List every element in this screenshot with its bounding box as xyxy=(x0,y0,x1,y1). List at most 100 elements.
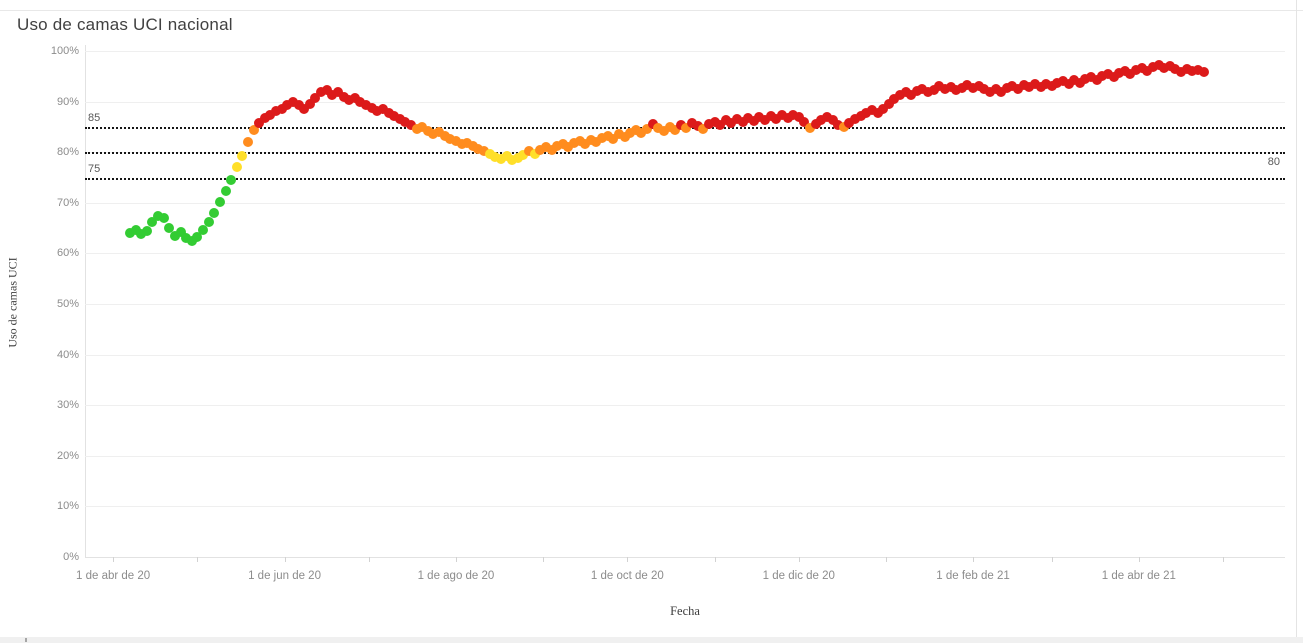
data-point[interactable] xyxy=(203,217,214,228)
data-point[interactable] xyxy=(855,110,866,121)
data-point[interactable] xyxy=(1125,68,1136,79)
data-point[interactable] xyxy=(1131,65,1142,76)
data-point[interactable] xyxy=(1181,63,1192,74)
data-point[interactable] xyxy=(647,118,658,129)
data-point[interactable] xyxy=(990,84,1001,95)
data-point[interactable] xyxy=(383,107,394,118)
data-point[interactable] xyxy=(299,103,310,114)
data-point[interactable] xyxy=(265,109,276,120)
data-point[interactable] xyxy=(585,134,596,145)
data-point[interactable] xyxy=(366,102,377,113)
data-point[interactable] xyxy=(1119,65,1130,76)
data-point[interactable] xyxy=(715,119,726,130)
data-point[interactable] xyxy=(900,86,911,97)
data-point[interactable] xyxy=(153,210,164,221)
data-point[interactable] xyxy=(1063,78,1074,89)
data-point[interactable] xyxy=(613,129,624,140)
data-point[interactable] xyxy=(1069,75,1080,86)
data-point[interactable] xyxy=(1097,71,1108,82)
data-point[interactable] xyxy=(602,130,613,141)
data-point[interactable] xyxy=(158,213,169,224)
data-point[interactable] xyxy=(546,145,557,156)
data-point[interactable] xyxy=(996,87,1007,98)
data-point[interactable] xyxy=(917,83,928,94)
data-point[interactable] xyxy=(479,146,490,157)
data-point[interactable] xyxy=(349,92,360,103)
data-point[interactable] xyxy=(136,229,147,240)
data-point[interactable] xyxy=(529,148,540,159)
data-point[interactable] xyxy=(670,124,681,135)
data-point[interactable] xyxy=(220,185,231,196)
data-point[interactable] xyxy=(147,216,158,227)
data-point[interactable] xyxy=(805,122,816,133)
data-point[interactable] xyxy=(332,86,343,97)
data-point[interactable] xyxy=(861,107,872,118)
data-point[interactable] xyxy=(591,137,602,148)
data-point[interactable] xyxy=(495,154,506,165)
data-point[interactable] xyxy=(788,109,799,120)
data-point[interactable] xyxy=(889,93,900,104)
data-point[interactable] xyxy=(1091,74,1102,85)
data-point[interactable] xyxy=(214,197,225,208)
data-point[interactable] xyxy=(1114,68,1125,79)
data-point[interactable] xyxy=(271,106,282,117)
data-point[interactable] xyxy=(248,125,259,136)
data-point[interactable] xyxy=(928,84,939,95)
data-point[interactable] xyxy=(242,137,253,148)
data-point[interactable] xyxy=(377,103,388,114)
data-point[interactable] xyxy=(512,152,523,163)
data-point[interactable] xyxy=(192,232,203,243)
data-point[interactable] xyxy=(282,99,293,110)
data-point[interactable] xyxy=(1080,74,1091,85)
data-point[interactable] xyxy=(164,223,175,234)
data-point[interactable] xyxy=(720,115,731,126)
data-point[interactable] xyxy=(827,114,838,125)
data-point[interactable] xyxy=(675,120,686,131)
data-point[interactable] xyxy=(226,174,237,185)
data-point[interactable] xyxy=(124,228,135,239)
data-point[interactable] xyxy=(793,112,804,123)
data-point[interactable] xyxy=(726,118,737,129)
data-point[interactable] xyxy=(984,86,995,97)
data-point[interactable] xyxy=(400,116,411,127)
data-point[interactable] xyxy=(175,226,186,237)
data-point[interactable] xyxy=(1052,78,1063,89)
data-point[interactable] xyxy=(411,123,422,134)
data-point[interactable] xyxy=(580,139,591,150)
data-point[interactable] xyxy=(1001,83,1012,94)
data-point[interactable] xyxy=(1136,63,1147,74)
data-point[interactable] xyxy=(709,116,720,127)
data-point[interactable] xyxy=(1035,81,1046,92)
data-point[interactable] xyxy=(237,150,248,161)
data-point[interactable] xyxy=(394,113,405,124)
data-point[interactable] xyxy=(310,92,321,103)
data-point[interactable] xyxy=(692,120,703,131)
data-point[interactable] xyxy=(911,86,922,97)
data-point[interactable] xyxy=(810,118,821,129)
horizontal-scrollbar-track[interactable] xyxy=(0,637,1303,643)
data-point[interactable] xyxy=(405,119,416,130)
data-point[interactable] xyxy=(445,134,456,145)
data-point[interactable] xyxy=(1176,67,1187,78)
data-point[interactable] xyxy=(355,96,366,107)
data-point[interactable] xyxy=(782,112,793,123)
data-point[interactable] xyxy=(698,123,709,134)
data-point[interactable] xyxy=(316,87,327,98)
data-point[interactable] xyxy=(1192,64,1203,75)
data-point[interactable] xyxy=(141,226,152,237)
data-point[interactable] xyxy=(951,85,962,96)
data-point[interactable] xyxy=(754,111,765,122)
data-point[interactable] xyxy=(462,137,473,148)
data-point[interactable] xyxy=(878,103,889,114)
data-point[interactable] xyxy=(484,149,495,160)
data-point[interactable] xyxy=(799,117,810,128)
data-point[interactable] xyxy=(417,122,428,133)
data-point[interactable] xyxy=(327,89,338,100)
data-point[interactable] xyxy=(540,142,551,153)
data-point[interactable] xyxy=(276,103,287,114)
data-point[interactable] xyxy=(422,125,433,136)
data-point[interactable] xyxy=(872,107,883,118)
data-point[interactable] xyxy=(979,83,990,94)
data-point[interactable] xyxy=(597,133,608,144)
data-point[interactable] xyxy=(630,125,641,136)
